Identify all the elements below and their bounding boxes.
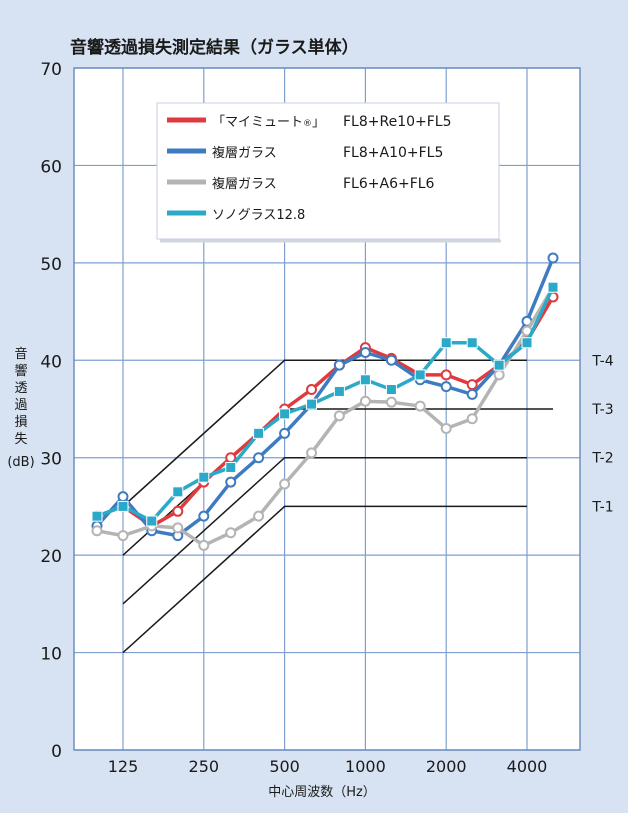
- data-point-square: [385, 384, 397, 396]
- data-point-circle: [385, 354, 397, 366]
- data-point-circle: [440, 422, 452, 434]
- legend-name-text: 複層ガラス: [212, 145, 277, 161]
- reference-curve-t-2: [122, 456, 527, 605]
- data-point-square: [414, 369, 426, 381]
- data-point-circle: [359, 395, 371, 407]
- data-point-square: [91, 510, 103, 522]
- data-point-circle: [117, 530, 129, 542]
- data-point-square: [493, 359, 505, 371]
- reference-curve-t-4: [122, 359, 527, 507]
- data-point-square: [172, 486, 184, 498]
- data-point-circle: [225, 527, 237, 539]
- data-point-square: [253, 427, 265, 439]
- data-point-circle: [172, 505, 184, 517]
- data-point-circle: [493, 369, 505, 381]
- data-point-square: [225, 461, 237, 473]
- data-point-circle: [306, 447, 318, 459]
- y-tick-label: 60: [40, 157, 62, 177]
- data-point-circle: [466, 388, 478, 400]
- y-axis-label-char: 過: [14, 398, 27, 413]
- data-point-circle: [466, 379, 478, 391]
- x-tick-label: 4000: [507, 757, 548, 776]
- data-point-circle: [91, 525, 103, 537]
- data-point-square: [117, 500, 129, 512]
- data-point-circle: [253, 452, 265, 464]
- data-point-circle: [279, 478, 291, 490]
- reference-label-t-3: T-3: [591, 402, 613, 418]
- legend-name-1: 複層ガラス: [212, 145, 277, 161]
- legend-name-3: ソノグラス12.8: [212, 208, 305, 223]
- y-tick-label: 0: [51, 742, 62, 762]
- data-point-square: [466, 337, 478, 349]
- data-point-circle: [279, 427, 291, 439]
- y-axis-unit: (dB): [7, 455, 34, 470]
- data-point-square: [333, 385, 345, 397]
- legend-box: [156, 102, 500, 240]
- legend-name-text: 「マイミュート: [212, 115, 303, 130]
- y-tick-label: 70: [40, 60, 62, 80]
- data-point-circle: [253, 510, 265, 522]
- data-point-circle: [385, 396, 397, 408]
- plot-frame: [73, 67, 581, 751]
- x-axis-label: 中心周波数（Hz）: [268, 785, 376, 800]
- y-axis-label-char: 音: [14, 346, 27, 362]
- legend-name-text: ソノグラス12.8: [212, 208, 305, 223]
- legend-spec-2: FL6+A6+FL6: [343, 176, 435, 192]
- data-point-circle: [333, 359, 345, 371]
- reference-label-t-4: T-4: [591, 353, 613, 369]
- data-point-circle: [414, 400, 426, 412]
- data-point-circle: [306, 384, 318, 396]
- legend-spec-1: FL8+A10+FL5: [343, 145, 443, 161]
- x-tick-label: 2000: [426, 757, 467, 776]
- x-tick-label: 1000: [345, 757, 386, 776]
- data-point-circle: [466, 413, 478, 425]
- legend-name-text: 複層ガラス: [212, 176, 277, 192]
- data-point-square: [547, 281, 559, 293]
- data-point-square: [198, 471, 210, 483]
- data-point-square: [359, 374, 371, 386]
- x-tick-label: 125: [108, 757, 139, 776]
- legend-spec-0: FL8+Re10+FL5: [343, 114, 452, 130]
- legend-name-0: 「マイミュート®」: [212, 115, 325, 130]
- data-point-square: [146, 515, 158, 527]
- y-axis-label-char: 損: [14, 415, 27, 430]
- legend-name-2: 複層ガラス: [212, 176, 277, 192]
- data-point-circle: [440, 381, 452, 393]
- y-tick-label: 30: [40, 450, 62, 470]
- data-point-circle: [359, 346, 371, 358]
- y-tick-label: 20: [40, 547, 62, 567]
- y-tick-label: 50: [40, 255, 62, 275]
- y-tick-label: 40: [40, 352, 62, 372]
- data-point-square: [521, 337, 533, 349]
- data-point-square: [306, 398, 318, 410]
- legend-name-mark: ®: [303, 119, 312, 129]
- y-tick-label: 10: [40, 645, 62, 665]
- y-axis-label-char: 透: [14, 381, 27, 396]
- x-tick-label: 500: [269, 757, 300, 776]
- data-point-circle: [172, 522, 184, 534]
- reference-label-t-1: T-1: [591, 499, 613, 515]
- reference-curve-t-1: [122, 505, 527, 654]
- reference-label-t-2: T-2: [591, 451, 613, 467]
- data-point-circle: [547, 252, 559, 264]
- x-tick-label: 250: [189, 757, 220, 776]
- data-point-circle: [440, 369, 452, 381]
- data-point-square: [279, 408, 291, 420]
- y-axis-label-char: 響: [14, 363, 27, 379]
- data-point-circle: [225, 476, 237, 488]
- data-point-circle: [198, 510, 210, 522]
- data-point-circle: [117, 491, 129, 503]
- chart-title: 音響透過損失測定結果（ガラス単体）: [70, 37, 359, 58]
- data-point-square: [440, 337, 452, 349]
- y-axis-label-char: 失: [14, 432, 27, 447]
- data-point-circle: [198, 539, 210, 551]
- data-point-circle: [333, 410, 345, 422]
- legend-name-tail: 」: [312, 115, 325, 130]
